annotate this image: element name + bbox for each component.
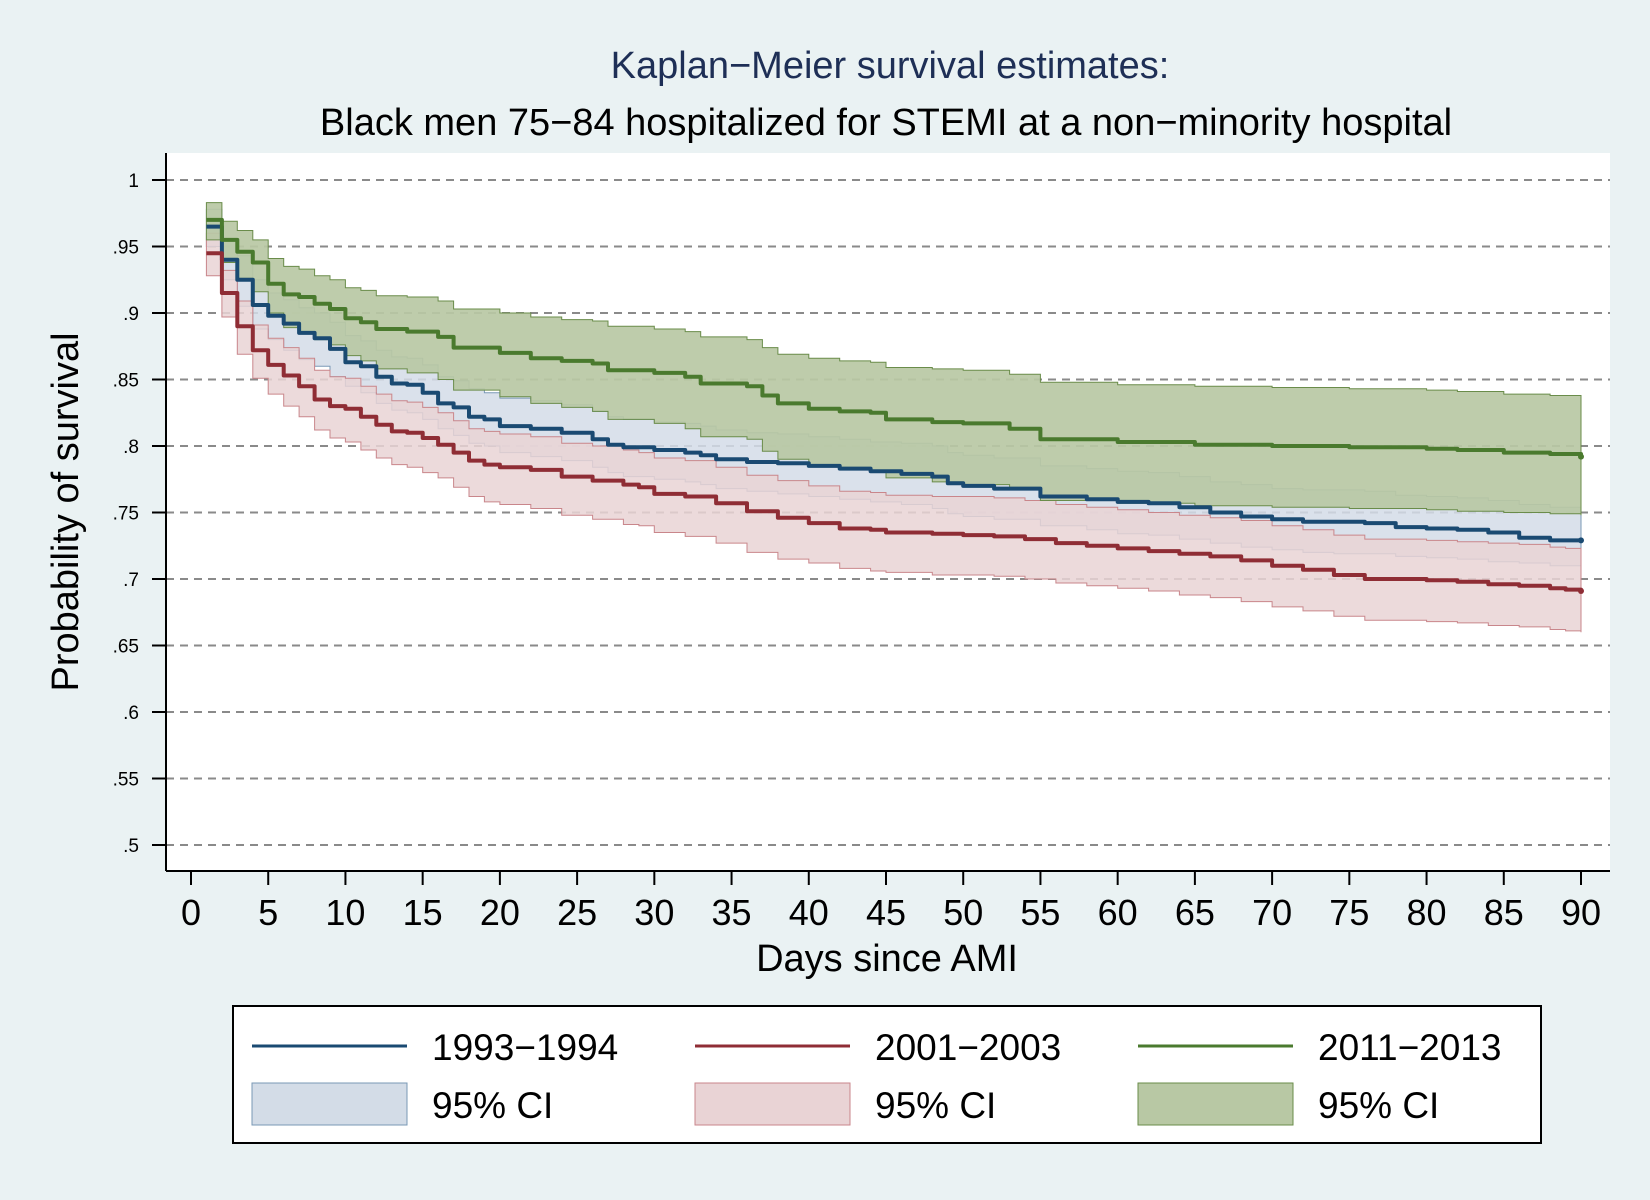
- survival-end-point-1993: [1578, 537, 1584, 544]
- x-tick-label-1: 5: [258, 892, 278, 933]
- legend-ci-swatch-2011-2013: [1137, 1082, 1294, 1126]
- legend-box: [232, 1005, 1542, 1144]
- chart-subtitle: Black men 75−84 hospitalized for STEMI a…: [320, 102, 1452, 144]
- legend-label-2011-2013: 2011−2013: [1318, 1027, 1501, 1068]
- x-tick-label-9: 45: [866, 892, 906, 933]
- ci-band-2011: [205, 202, 1582, 516]
- x-tick-label-13: 65: [1175, 892, 1215, 933]
- y-tick-label-3: .65: [113, 637, 139, 658]
- y-tick-label-7: .85: [113, 371, 139, 392]
- survival-lines: [206, 217, 1584, 594]
- x-tick-label-11: 55: [1020, 892, 1060, 933]
- x-tick-label-5: 25: [557, 892, 597, 933]
- survival-line-2001: [206, 251, 1583, 592]
- y-tick-label-4: .7: [123, 570, 139, 591]
- x-tick-label-3: 15: [403, 892, 443, 933]
- y-axis-ticks: .5 .55 .6 .65 .7 .75 .8 .85 .9 .95 1: [113, 171, 166, 857]
- ci-band-2001: [205, 232, 1582, 633]
- x-tick-label-4: 20: [480, 892, 520, 933]
- x-tick-label-18: 90: [1561, 892, 1601, 933]
- y-tick-label-6: .8: [123, 437, 139, 458]
- survival-end-point-2011: [1578, 453, 1584, 460]
- legend: 1993−1994 95% CI 2001−2003 95% CI 2011−2…: [232, 1005, 1542, 1144]
- x-axis-ticks: 0 5 10 15 20 25 30 35 40 45 50 55 60 65 70 75 80 85 90: [181, 871, 1601, 933]
- x-tick-label-14: 70: [1252, 892, 1292, 933]
- y-tick-label-5: .75: [113, 504, 139, 525]
- legend-label-2001-2003: 2001−2003: [875, 1027, 1061, 1068]
- legend-ci-label-2011-2013: 95% CI: [1318, 1085, 1439, 1126]
- x-tick-label-0: 0: [181, 892, 201, 933]
- x-axis-label: Days since AMI: [756, 938, 1018, 980]
- y-tick-label-0: .5: [123, 836, 139, 857]
- x-tick-label-17: 85: [1484, 892, 1524, 933]
- legend-ci-swatch-2001-2003: [694, 1082, 851, 1126]
- legend-ci-label-2001-2003: 95% CI: [875, 1085, 996, 1126]
- survival-end-point-2001: [1578, 587, 1584, 594]
- x-tick-label-8: 40: [789, 892, 829, 933]
- x-tick-label-7: 35: [712, 892, 752, 933]
- x-tick-label-12: 60: [1098, 892, 1138, 933]
- y-tick-label-1: .55: [113, 770, 139, 791]
- y-tick-label-10: 1: [128, 171, 139, 192]
- x-tick-label-15: 75: [1329, 892, 1369, 933]
- survival-line-2011: [206, 217, 1583, 457]
- legend-ci-swatch-1993-1994: [251, 1082, 408, 1126]
- y-tick-label-8: .9: [123, 304, 139, 325]
- survival-line-1993: [206, 224, 1581, 543]
- x-tick-label-16: 80: [1407, 892, 1447, 933]
- x-tick-label-10: 50: [943, 892, 983, 933]
- y-tick-label-9: .95: [113, 238, 139, 259]
- x-tick-label-6: 30: [634, 892, 674, 933]
- legend-label-1993-1994: 1993−1994: [432, 1027, 618, 1068]
- y-axis-label: Probability of survival: [45, 332, 87, 691]
- y-tick-label-2: .6: [123, 703, 139, 724]
- x-tick-label-2: 10: [325, 892, 365, 933]
- legend-ci-label-1993-1994: 95% CI: [432, 1085, 553, 1126]
- chart-title: Kaplan−Meier survival estimates:: [611, 45, 1170, 87]
